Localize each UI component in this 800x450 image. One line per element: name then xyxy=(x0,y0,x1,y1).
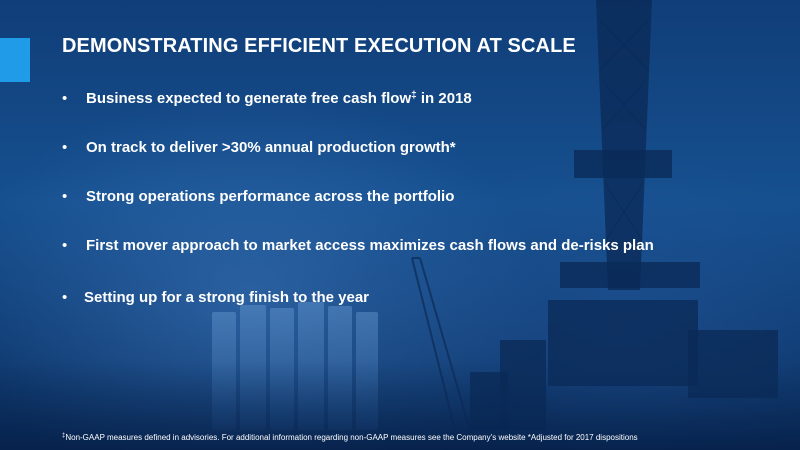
bullet-dot: • xyxy=(62,237,68,254)
accent-bar xyxy=(0,38,30,82)
bullet-text: Setting up for a strong finish to the ye… xyxy=(84,289,370,306)
footnote-marker: ‡ xyxy=(62,433,66,439)
bullet-dot: • xyxy=(62,188,68,205)
slide-title: DEMONSTRATING EFFICIENT EXECUTION AT SCA… xyxy=(62,35,576,57)
bullet-text: Strong operations performance across the… xyxy=(86,188,455,205)
bullet-dot: • xyxy=(62,90,68,107)
bullet-dot: • xyxy=(62,139,68,156)
footnote-marker: ‡ xyxy=(411,90,417,101)
footnote: ‡Non-GAAP measures defined in advisories… xyxy=(62,433,638,443)
bullet-text: On track to deliver >30% annual producti… xyxy=(86,139,456,156)
bullet-text: Business expected to generate free cash … xyxy=(86,90,472,107)
footnote-text: Non-GAAP measures defined in advisories.… xyxy=(65,433,638,442)
bullet-dot: • xyxy=(62,289,68,306)
bullet-text: First mover approach to market access ma… xyxy=(86,237,654,254)
